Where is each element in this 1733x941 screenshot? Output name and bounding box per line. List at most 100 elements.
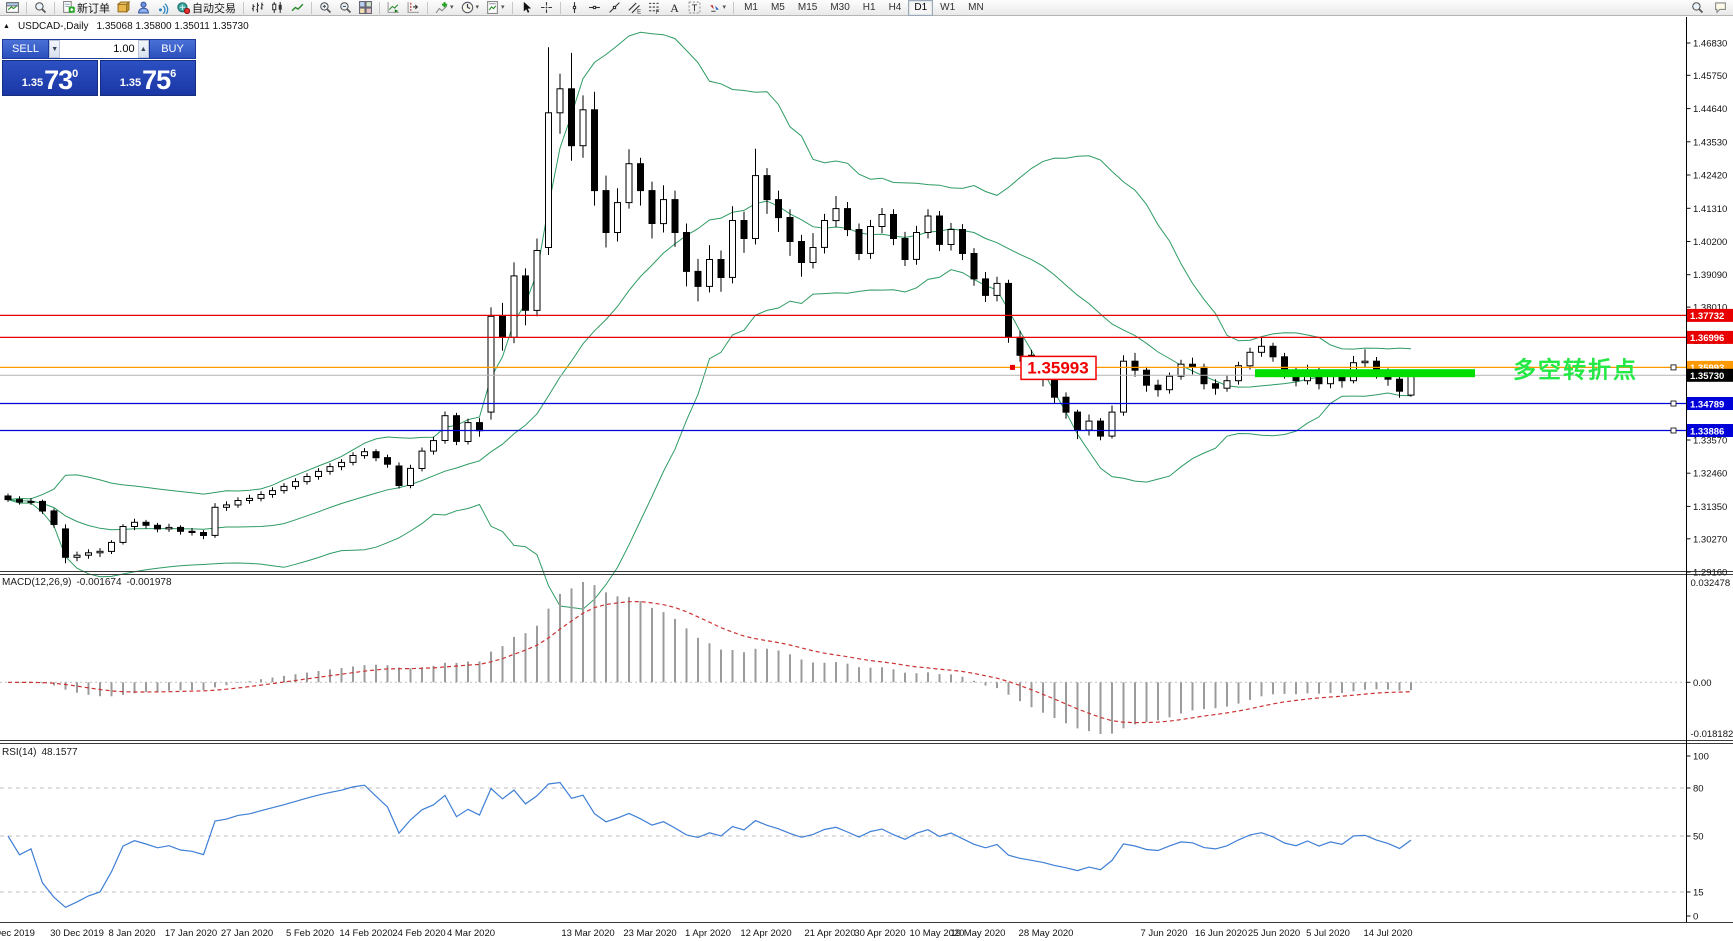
svg-text:1.36996: 1.36996 bbox=[1690, 333, 1724, 344]
chart-shift-button[interactable] bbox=[404, 0, 423, 16]
hline-handle[interactable] bbox=[1670, 364, 1677, 371]
svg-text:0: 0 bbox=[1693, 912, 1698, 923]
open-chart-button[interactable] bbox=[3, 0, 22, 16]
zoom-out-button[interactable] bbox=[336, 0, 355, 16]
label-button[interactable]: T bbox=[685, 0, 704, 16]
line-icon bbox=[291, 1, 304, 14]
oneclick-toggle-icon[interactable]: ▲ bbox=[3, 23, 10, 30]
svg-text:1.29160: 1.29160 bbox=[1693, 568, 1727, 579]
macd-histogram bbox=[18, 582, 1412, 734]
svg-text:1.44640: 1.44640 bbox=[1693, 104, 1727, 115]
svg-text:13 Mar 2020: 13 Mar 2020 bbox=[561, 928, 614, 939]
arrows-icon bbox=[708, 1, 721, 14]
chart-title: ▲ USDCAD-,Daily 1.35068 1.35800 1.35011 … bbox=[3, 21, 249, 32]
hline-handle[interactable] bbox=[1670, 427, 1677, 434]
templates-button[interactable]: ▾ bbox=[483, 0, 508, 16]
volume-input[interactable] bbox=[60, 40, 138, 58]
timeframe-w1-button[interactable]: W1 bbox=[940, 1, 956, 13]
shift-icon bbox=[407, 1, 420, 14]
svg-text:1.43530: 1.43530 bbox=[1693, 137, 1727, 148]
time-axis[interactable]: 20 Dec 2019 30 Dec 2019 8 Jan 2020 17 Jan 2… bbox=[0, 928, 1413, 939]
fibonacci-button[interactable]: F bbox=[645, 0, 664, 16]
svg-text:80: 80 bbox=[1693, 784, 1704, 795]
trendline-button[interactable] bbox=[605, 0, 624, 16]
arrows-button[interactable]: ▾ bbox=[705, 0, 730, 16]
periods-button[interactable]: ▾ bbox=[458, 0, 483, 16]
hline-icon bbox=[588, 1, 601, 14]
bollinger-middle-band bbox=[7, 200, 1412, 531]
chevron-down-icon: ▾ bbox=[475, 3, 480, 11]
svg-text:1.40200: 1.40200 bbox=[1693, 237, 1727, 248]
svg-text:1.30270: 1.30270 bbox=[1693, 534, 1727, 545]
svg-text:14 Feb 2020: 14 Feb 2020 bbox=[339, 928, 392, 939]
svg-text:T: T bbox=[691, 3, 697, 13]
sell-price-button[interactable]: 1.35 73 0 bbox=[2, 60, 98, 96]
sell-price-main: 73 bbox=[44, 65, 73, 95]
timeframe-d1-button[interactable]: D1 bbox=[908, 0, 934, 16]
buy-price-pip: 6 bbox=[170, 68, 177, 80]
text-button[interactable]: A bbox=[665, 0, 684, 16]
zoom-in-button[interactable] bbox=[316, 0, 335, 16]
buy-price-button[interactable]: 1.35 75 6 bbox=[100, 60, 196, 96]
indicators-button[interactable]: ▾ bbox=[432, 0, 457, 16]
callout-anchor-handle bbox=[1010, 364, 1015, 370]
navigator-button[interactable] bbox=[114, 0, 133, 16]
svg-text:1.41310: 1.41310 bbox=[1693, 204, 1727, 215]
autotrade-button[interactable]: 自动交易 bbox=[174, 0, 239, 16]
equidistant-channel-button[interactable]: E bbox=[625, 0, 644, 16]
svg-text:1.45750: 1.45750 bbox=[1693, 71, 1727, 82]
cn-annotation-text[interactable]: 多空转折点 bbox=[1513, 356, 1638, 382]
tile-windows-button[interactable] bbox=[356, 0, 375, 16]
timeframe-m1-button[interactable]: M1 bbox=[744, 1, 758, 13]
auto-scroll-button[interactable] bbox=[384, 0, 403, 16]
svg-text:7 Jun 2020: 7 Jun 2020 bbox=[1140, 928, 1187, 939]
toolbar-separator bbox=[311, 1, 312, 14]
clock-icon bbox=[461, 1, 474, 14]
indplus-icon bbox=[435, 1, 448, 14]
volume-decrease-button[interactable]: ▼ bbox=[49, 40, 61, 58]
signals-button[interactable] bbox=[154, 0, 173, 16]
pane-separators[interactable] bbox=[0, 571, 1733, 923]
timeframe-m30-button[interactable]: M30 bbox=[830, 1, 850, 13]
buy-button[interactable]: BUY bbox=[149, 39, 196, 59]
mag-icon bbox=[1691, 1, 1704, 14]
vline-button[interactable] bbox=[565, 0, 584, 16]
candlesticks bbox=[4, 47, 1415, 564]
chevron-down-icon: ▾ bbox=[722, 3, 727, 11]
timeframe-h4-button[interactable]: H4 bbox=[888, 1, 902, 13]
crosshair-button[interactable] bbox=[537, 0, 556, 16]
mag-icon bbox=[34, 1, 47, 14]
axis-tag-1.37732: 1.37732 bbox=[1687, 308, 1733, 322]
cursor-button[interactable] bbox=[517, 0, 536, 16]
price-axis[interactable]: 1.46830 1.45750 1.44640 1.43530 1.42420 1.413… bbox=[1686, 39, 1733, 923]
hline-handle[interactable] bbox=[1670, 400, 1677, 407]
chat-button[interactable] bbox=[1711, 0, 1730, 16]
rsi-name: RSI(14) bbox=[2, 747, 37, 758]
new-order-button[interactable]: 新订单 bbox=[59, 0, 113, 16]
hline-button[interactable] bbox=[585, 0, 604, 16]
timeframe-h1-button[interactable]: H1 bbox=[862, 1, 876, 13]
line-chart-button[interactable] bbox=[288, 0, 307, 16]
svg-text:1.35730: 1.35730 bbox=[1690, 371, 1724, 382]
volume-increase-button[interactable]: ▲ bbox=[137, 40, 149, 58]
rsi-value: 48.1577 bbox=[41, 747, 78, 758]
green-trend-bar[interactable] bbox=[1255, 369, 1475, 378]
market-watch-button[interactable] bbox=[134, 0, 153, 16]
price-callout[interactable]: 1.35993 bbox=[1010, 355, 1097, 381]
search-button[interactable] bbox=[1688, 0, 1707, 16]
autoscroll-icon bbox=[387, 1, 400, 14]
sell-button[interactable]: SELL bbox=[2, 39, 49, 59]
bar-chart-button[interactable] bbox=[248, 0, 267, 16]
toolbar: 新订单 自动交易 ▾ ▾ ▾ E F A T ▾ M1 M5 M15 M30 H1 H4 D1 W1 MN bbox=[0, 0, 1733, 16]
svg-text:30 Dec 2019: 30 Dec 2019 bbox=[50, 928, 104, 939]
svg-text:1.42420: 1.42420 bbox=[1693, 171, 1727, 182]
timeframe-m15-button[interactable]: M15 bbox=[797, 1, 818, 13]
timeframe-m5-button[interactable]: M5 bbox=[770, 1, 785, 13]
candle-chart-button[interactable] bbox=[268, 0, 287, 16]
chart-preview-button[interactable] bbox=[31, 0, 50, 16]
toolbar-separator bbox=[559, 1, 561, 14]
vline-icon bbox=[568, 1, 581, 14]
timeframe-mn-button[interactable]: MN bbox=[968, 1, 984, 13]
axis-tag-current-price: 1.35730 bbox=[1687, 368, 1733, 382]
